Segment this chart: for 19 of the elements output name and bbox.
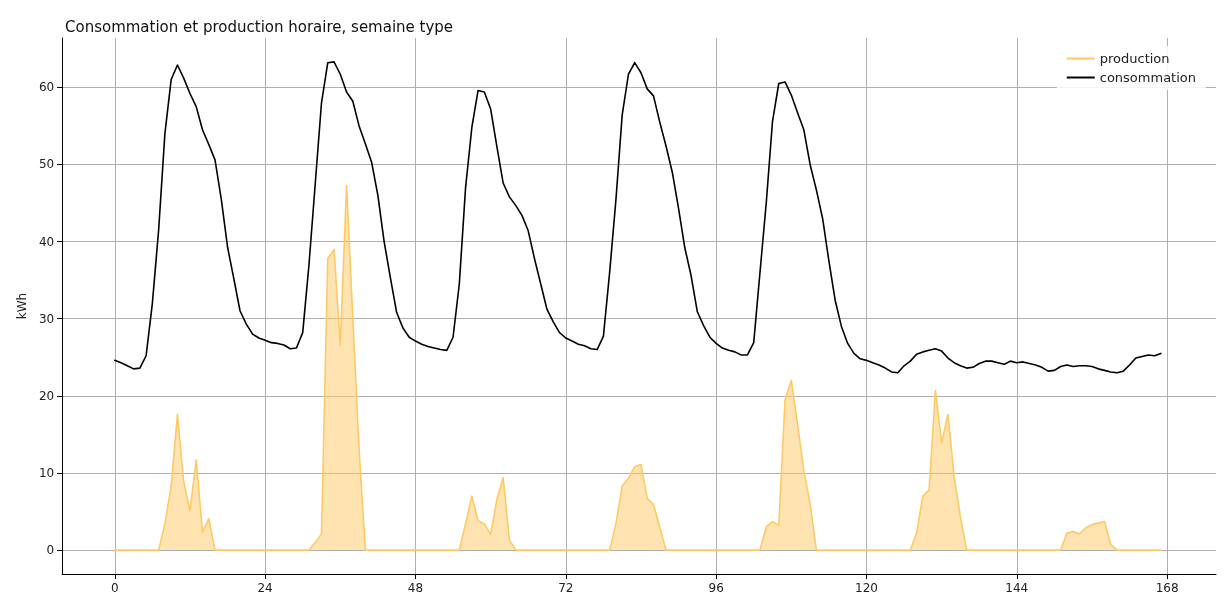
y-tick-label: 40	[38, 234, 55, 249]
y-tick-label: 50	[38, 157, 55, 172]
y-tick-label: 10	[38, 465, 55, 480]
y-tick-label: 20	[38, 388, 55, 403]
y-tick-label: 60	[38, 80, 55, 95]
x-tick-label: 96	[708, 581, 724, 595]
y-tick-label: 0	[46, 543, 55, 558]
y-tick-label: 30	[38, 311, 55, 326]
legend-label: consommation	[1099, 70, 1196, 85]
x-tick-label: 48	[407, 581, 424, 595]
x-tick-label: 72	[558, 581, 574, 595]
x-tick-label: 120	[855, 581, 878, 595]
chart-title: Consommation et production horaire, semaine type	[65, 17, 454, 36]
x-tick-label: 144	[1005, 581, 1029, 595]
x-tick-label: 0	[110, 581, 119, 595]
legend-label: production	[1099, 51, 1170, 66]
x-tick-label: 168	[1155, 581, 1179, 595]
x-tick-label: 24	[257, 581, 273, 595]
y-axis-title: kWh	[15, 292, 29, 320]
